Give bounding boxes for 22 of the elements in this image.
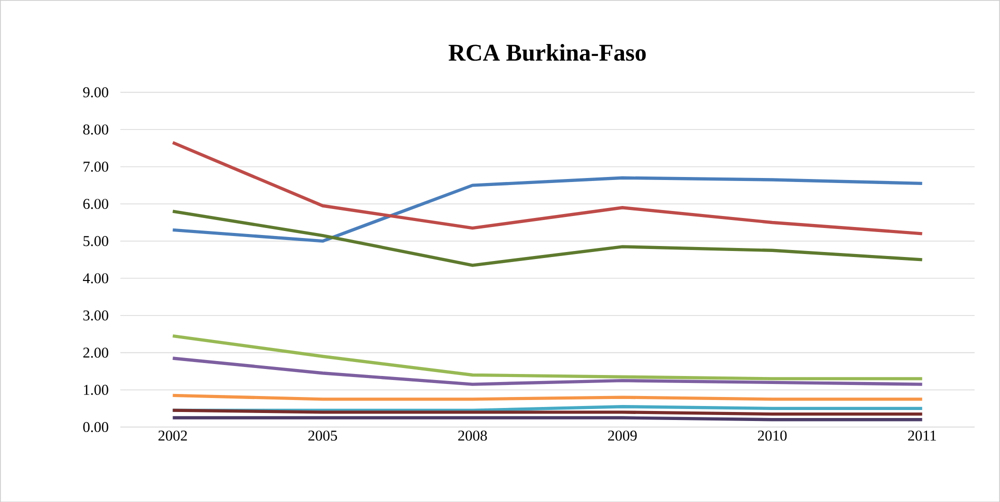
y-tick-label: 7.00 xyxy=(84,161,108,172)
x-tick-label: 2008 xyxy=(458,430,487,440)
line-series xyxy=(171,140,924,236)
line-series xyxy=(171,210,924,267)
line-series xyxy=(171,356,924,386)
y-tick-label: 0.00 xyxy=(83,422,108,432)
y-tick-label: 1.00 xyxy=(84,384,108,395)
y-tick-label: 4.00 xyxy=(82,273,108,284)
y-tick-label: 9.00 xyxy=(83,87,108,98)
x-tick-label: 2011 xyxy=(908,430,936,440)
line-series xyxy=(171,176,924,242)
x-tick-label: 2010 xyxy=(758,430,787,440)
x-tick-label: 2009 xyxy=(608,430,637,440)
y-tick-label: 5.00 xyxy=(84,236,108,246)
y-tick-label: 8.00 xyxy=(83,124,108,134)
line-series xyxy=(171,334,924,380)
y-tick-label: 3.00 xyxy=(83,310,108,320)
x-tick-label: 2002 xyxy=(158,430,187,440)
chart-title: RCA Burkina-Faso xyxy=(448,44,646,61)
y-tick-label: 2.00 xyxy=(83,347,108,358)
y-tick-label: 6.00 xyxy=(83,198,108,209)
x-tick-label: 2005 xyxy=(308,430,337,440)
